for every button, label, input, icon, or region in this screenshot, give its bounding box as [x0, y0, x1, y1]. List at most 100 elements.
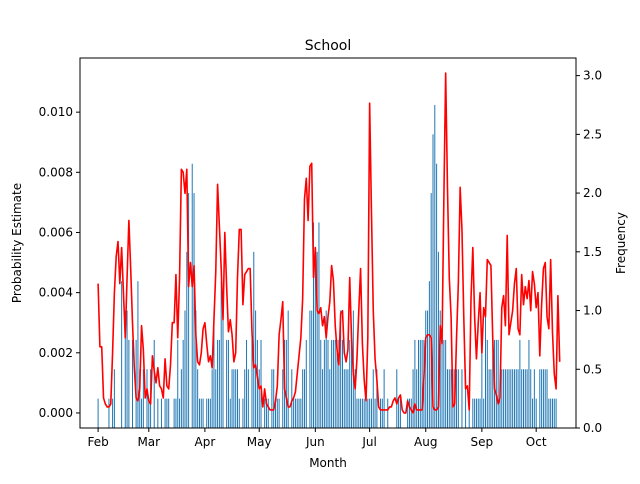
- frequency-bar: [293, 398, 295, 428]
- frequency-bar: [222, 310, 224, 428]
- frequency-bar: [523, 369, 524, 428]
- frequency-bar: [231, 369, 233, 428]
- frequency-bar: [387, 398, 389, 428]
- frequency-bar: [153, 339, 155, 428]
- frequency-bar: [551, 398, 553, 428]
- frequency-bar: [506, 369, 508, 428]
- frequency-bar: [202, 398, 204, 428]
- frequency-bar: [472, 398, 474, 428]
- frequency-bar: [519, 339, 521, 428]
- frequency-bar: [238, 398, 240, 428]
- frequency-bar: [273, 369, 275, 428]
- frequency-bar: [345, 369, 347, 428]
- axis-layer: Feb Mar Apr May Jun Jul Aug Sep Oct 0.000 0.002 0.0…: [39, 69, 602, 449]
- frequency-bar: [296, 398, 298, 428]
- frequency-bar: [209, 398, 211, 428]
- frequency-bar: [416, 369, 418, 428]
- frequency-bar: [184, 310, 186, 428]
- frequency-bar: [437, 251, 439, 428]
- frequency-bar: [539, 369, 541, 428]
- frequency-bar: [343, 369, 345, 428]
- frequency-bar: [341, 339, 343, 428]
- frequency-bar: [372, 369, 374, 428]
- frequency-bar: [508, 369, 510, 428]
- frequency-bar: [314, 251, 316, 428]
- frequency-bar: [334, 339, 336, 428]
- frequency-bar: [532, 398, 534, 428]
- frequency-bar: [488, 369, 490, 428]
- frequency-bar: [513, 369, 515, 428]
- frequency-bar: [338, 339, 340, 428]
- frequency-bar: [285, 339, 287, 428]
- frequency-bar: [175, 398, 177, 428]
- x-axis-label: Month: [309, 456, 347, 470]
- frequency-bar: [215, 369, 217, 428]
- frequency-bar: [323, 339, 325, 428]
- frequency-bar: [247, 369, 249, 428]
- frequency-bar: [188, 193, 190, 428]
- frequency-bar: [327, 339, 329, 428]
- y-axis-label-right: Frequency: [614, 212, 628, 274]
- frequency-bar: [486, 339, 488, 428]
- frequency-bar: [434, 104, 436, 428]
- frequency-bar: [276, 398, 278, 428]
- frequency-bar: [347, 369, 349, 428]
- frequency-bar: [135, 339, 137, 428]
- x-tick-label: Jul: [361, 435, 376, 449]
- frequency-bar: [182, 339, 184, 428]
- frequency-bar: [300, 398, 302, 428]
- frequency-bar: [256, 339, 258, 428]
- frequency-bar: [367, 398, 369, 428]
- frequency-bar: [408, 398, 410, 428]
- frequency-bar: [457, 369, 459, 428]
- frequency-bar: [497, 339, 499, 428]
- frequency-bar: [512, 369, 514, 428]
- frequency-bar: [113, 369, 115, 428]
- frequency-bar: [544, 369, 546, 428]
- frequency-bar: [542, 369, 544, 428]
- frequency-bar: [320, 339, 322, 428]
- x-tick-label: Aug: [414, 435, 437, 449]
- frequency-bar: [510, 369, 512, 428]
- frequency-bar: [499, 398, 501, 428]
- x-tick-label: Mar: [137, 435, 160, 449]
- frequency-bar: [351, 339, 353, 428]
- frequency-bar: [456, 369, 458, 428]
- frequency-bar: [383, 369, 385, 428]
- frequency-bar: [168, 398, 170, 428]
- y-tick-label-left: 0.002: [39, 346, 73, 360]
- frequency-bar: [521, 369, 523, 428]
- frequency-bar: [483, 398, 485, 428]
- x-tick-label: Jun: [305, 435, 325, 449]
- x-tick-label: May: [247, 435, 272, 449]
- frequency-bar: [398, 398, 400, 428]
- frequency-bar: [479, 398, 481, 428]
- frequency-bar: [124, 310, 126, 428]
- frequency-bar: [244, 369, 246, 428]
- frequency-bar: [524, 369, 526, 428]
- frequency-bar: [282, 369, 284, 428]
- frequency-bar: [381, 398, 383, 428]
- frequency-bar: [425, 310, 427, 428]
- frequency-bar: [399, 398, 401, 428]
- frequency-bar: [229, 398, 231, 428]
- frequency-bar: [528, 339, 530, 428]
- frequency-bar: [139, 369, 141, 428]
- frequency-bar: [465, 369, 467, 428]
- frequency-bar: [331, 339, 333, 428]
- y-axis-label-left: Probability Estimate: [10, 183, 24, 303]
- frequency-bar: [258, 369, 260, 428]
- frequency-bar: [302, 369, 304, 428]
- x-tick-label: Sep: [471, 435, 494, 449]
- frequency-bar: [380, 398, 381, 428]
- frequency-bar: [481, 339, 483, 428]
- x-tick-label: Apr: [195, 435, 216, 449]
- frequency-bar: [208, 398, 210, 428]
- frequency-bar: [548, 398, 550, 428]
- frequency-bar: [361, 398, 363, 428]
- frequency-bar: [504, 369, 506, 428]
- frequency-bar: [370, 398, 372, 428]
- y-tick-label-left: 0.008: [39, 165, 73, 179]
- frequency-bar: [220, 281, 222, 428]
- frequency-bar: [260, 339, 262, 428]
